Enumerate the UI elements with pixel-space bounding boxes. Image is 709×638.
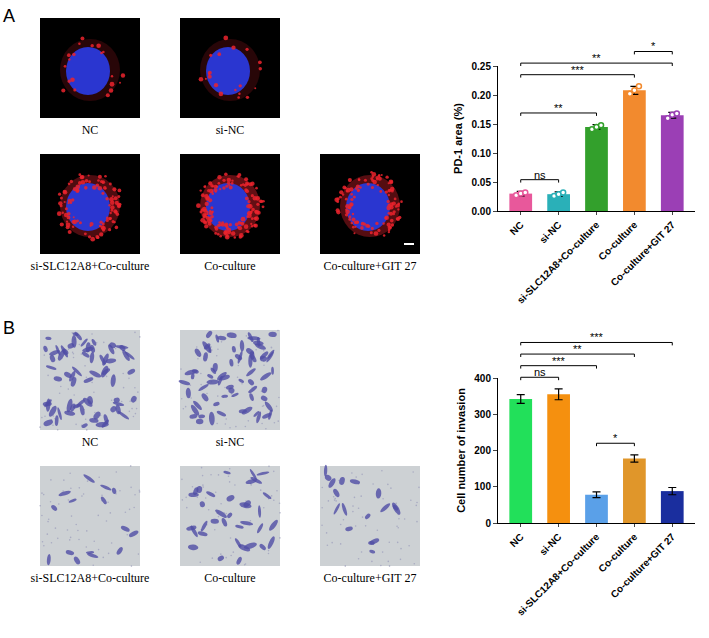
svg-text:**: ** bbox=[573, 343, 582, 355]
svg-text:si-NC: si-NC bbox=[537, 219, 563, 245]
svg-text:Co-culture+GIT 27: Co-culture+GIT 27 bbox=[608, 531, 677, 600]
svg-text:0: 0 bbox=[485, 518, 491, 529]
svg-text:0.00: 0.00 bbox=[472, 206, 492, 217]
svg-text:100: 100 bbox=[474, 481, 491, 492]
svg-text:NC: NC bbox=[82, 123, 99, 137]
svg-text:ns: ns bbox=[534, 169, 546, 181]
svg-text:si-SLC12A8+Co-culture: si-SLC12A8+Co-culture bbox=[515, 531, 602, 618]
svg-text:Co-culture: Co-culture bbox=[204, 571, 255, 585]
svg-text:si-SLC12A8+Co-culture: si-SLC12A8+Co-culture bbox=[31, 259, 150, 273]
svg-text:ns: ns bbox=[534, 366, 546, 378]
svg-text:Co-culture+GIT 27: Co-culture+GIT 27 bbox=[324, 259, 417, 273]
svg-text:Co-culture+GIT 27: Co-culture+GIT 27 bbox=[324, 571, 417, 585]
svg-text:PD-1 area (%): PD-1 area (%) bbox=[452, 103, 464, 174]
svg-text:0.15: 0.15 bbox=[472, 119, 492, 130]
svg-text:si-NC: si-NC bbox=[216, 123, 245, 137]
svg-text:Co-culture+GIT 27: Co-culture+GIT 27 bbox=[608, 219, 677, 288]
svg-text:NC: NC bbox=[508, 219, 526, 237]
svg-text:**: ** bbox=[554, 102, 563, 114]
svg-text:si-SLC12A8+Co-culture: si-SLC12A8+Co-culture bbox=[31, 571, 150, 585]
svg-text:si-NC: si-NC bbox=[537, 531, 563, 557]
svg-text:Co-culture: Co-culture bbox=[596, 531, 639, 574]
svg-text:400: 400 bbox=[474, 373, 491, 384]
svg-text:si-SLC12A8+Co-culture: si-SLC12A8+Co-culture bbox=[515, 219, 602, 306]
svg-text:300: 300 bbox=[474, 409, 491, 420]
svg-text:0.25: 0.25 bbox=[472, 61, 492, 72]
svg-text:0.05: 0.05 bbox=[472, 177, 492, 188]
svg-text:Co-culture: Co-culture bbox=[596, 219, 639, 262]
svg-text:Cell number of invasion: Cell number of invasion bbox=[455, 388, 467, 513]
svg-text:0.20: 0.20 bbox=[472, 90, 492, 101]
svg-text:NC: NC bbox=[82, 435, 99, 449]
svg-text:**: ** bbox=[592, 52, 601, 64]
svg-text:*: * bbox=[613, 432, 618, 444]
svg-text:***: *** bbox=[571, 64, 585, 76]
svg-text:0.10: 0.10 bbox=[472, 148, 492, 159]
svg-text:A: A bbox=[3, 6, 15, 26]
svg-text:***: *** bbox=[552, 355, 566, 367]
svg-text:200: 200 bbox=[474, 445, 491, 456]
svg-text:Co-culture: Co-culture bbox=[204, 259, 255, 273]
svg-text:B: B bbox=[3, 318, 15, 338]
svg-text:***: *** bbox=[590, 331, 604, 343]
svg-text:*: * bbox=[651, 40, 656, 52]
svg-text:NC: NC bbox=[508, 531, 526, 549]
svg-text:si-NC: si-NC bbox=[216, 435, 245, 449]
